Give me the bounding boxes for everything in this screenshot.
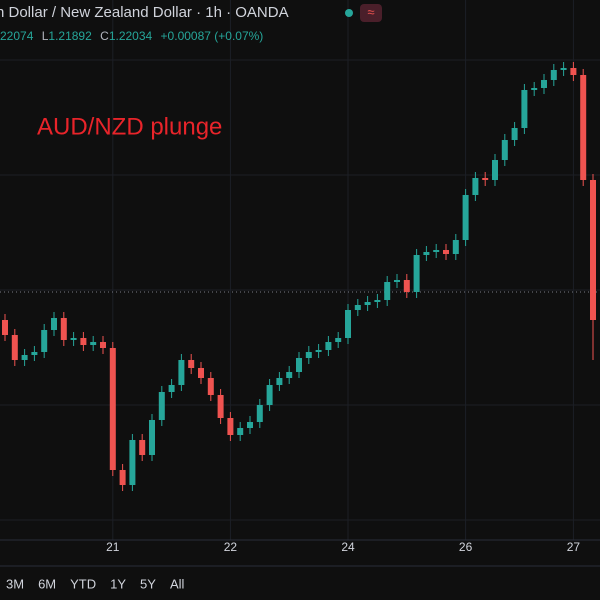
x-tick-label: 21 — [106, 540, 120, 554]
candle-body — [560, 68, 567, 70]
candle-body — [149, 420, 155, 455]
status-dot — [345, 9, 353, 17]
candle-body — [286, 372, 293, 378]
candle-body — [247, 422, 253, 428]
candle-body — [433, 250, 440, 252]
grid — [0, 0, 600, 540]
low-value: 1.21892 — [48, 29, 92, 43]
candle-body — [354, 305, 361, 310]
candle-body — [178, 360, 185, 385]
candle-body — [227, 418, 234, 435]
candle-body — [511, 128, 518, 140]
candle-body — [374, 300, 381, 302]
candle-body — [296, 358, 302, 372]
candle-body — [413, 255, 420, 292]
candle-body — [266, 385, 273, 405]
close-value: 1.22034 — [109, 29, 153, 43]
candle-body — [90, 342, 97, 345]
high-value: 22074 — [0, 29, 34, 43]
candle-body — [237, 428, 244, 435]
candle-body — [345, 310, 351, 338]
candle-body — [521, 90, 528, 128]
candle-body — [452, 240, 459, 254]
candle-body — [462, 195, 469, 240]
candle-body — [276, 378, 283, 385]
candle-body — [335, 338, 342, 342]
candle-body — [2, 320, 8, 335]
candle-body — [31, 352, 38, 355]
candle-body — [580, 75, 587, 180]
candle-body — [198, 368, 204, 378]
x-tick-label: 24 — [341, 540, 355, 554]
range-button[interactable]: All — [170, 576, 185, 591]
low-label: L — [42, 29, 49, 43]
candle-body — [384, 282, 391, 300]
x-tick-label: 27 — [567, 540, 581, 554]
candles — [2, 62, 596, 491]
candle-body — [403, 280, 410, 292]
candle-body — [51, 318, 57, 330]
candle-body — [305, 352, 312, 358]
candle-body — [482, 178, 489, 180]
close-label: C — [100, 29, 109, 43]
candle-body — [207, 378, 214, 395]
candle-body — [119, 470, 126, 485]
x-tick-label: 22 — [224, 540, 238, 554]
candle-body — [492, 160, 498, 180]
candle-body — [100, 342, 106, 348]
candle-body — [70, 338, 77, 340]
candle-body — [423, 252, 430, 255]
x-tick-label: 26 — [459, 540, 473, 554]
candle-body — [570, 68, 577, 75]
candle-body — [168, 385, 175, 392]
candle-body — [21, 355, 28, 360]
candle-body — [472, 178, 479, 195]
candle-body — [541, 80, 547, 88]
candle-body — [364, 302, 371, 305]
range-button[interactable]: 6M — [38, 576, 56, 591]
range-button[interactable]: YTD — [70, 576, 96, 591]
candle-body — [501, 140, 508, 160]
range-button[interactable]: 1Y — [110, 576, 126, 591]
candle-body — [139, 440, 146, 455]
range-button[interactable]: 5Y — [140, 576, 156, 591]
candle-body — [531, 88, 538, 90]
candle-body — [158, 392, 165, 420]
change-value: +0.00087 (+0.07%) — [161, 29, 264, 43]
candle-body — [394, 280, 400, 282]
candle-body — [109, 348, 116, 470]
candle-body — [550, 70, 557, 80]
range-button[interactable]: 3M — [6, 576, 24, 591]
candle-body — [11, 335, 18, 360]
candle-body — [41, 330, 48, 352]
candle-body — [80, 338, 87, 345]
candle-body — [590, 180, 596, 320]
ohlc-line: 22074 L1.21892 C1.22034 +0.00087 (+0.07%… — [0, 29, 263, 43]
candle-body — [217, 395, 224, 418]
candle-body — [188, 360, 195, 368]
symbol-title: n Dollar / New Zealand Dollar · 1h · OAN… — [0, 4, 289, 21]
candle-body — [325, 342, 332, 350]
candle-body — [256, 405, 263, 422]
status-icon: ≈ — [367, 4, 374, 19]
range-buttons: 3M 6M YTD 1Y 5Y All — [6, 576, 184, 591]
candle-body — [129, 440, 136, 485]
candle-body — [60, 318, 67, 340]
annotation: AUD/NZD plunge — [37, 113, 222, 140]
candle-body — [443, 250, 449, 254]
status-badge — [360, 4, 382, 22]
candle-body — [315, 350, 322, 352]
